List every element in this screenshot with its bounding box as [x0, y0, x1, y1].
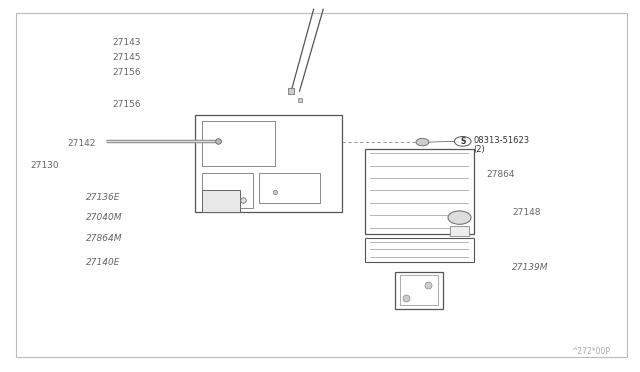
- Circle shape: [448, 211, 471, 224]
- Text: 27864: 27864: [486, 170, 515, 179]
- Bar: [202, 190, 240, 212]
- Text: 27145: 27145: [112, 53, 141, 62]
- Bar: [450, 226, 469, 236]
- Text: 27148: 27148: [512, 208, 541, 217]
- Bar: [400, 275, 438, 305]
- Text: 27040M: 27040M: [86, 213, 123, 222]
- Text: 27143: 27143: [112, 38, 141, 47]
- Text: 27136E: 27136E: [86, 193, 121, 202]
- Text: 27864M: 27864M: [86, 234, 123, 243]
- Circle shape: [416, 138, 429, 146]
- Bar: [395, 272, 443, 309]
- Text: 27140E: 27140E: [86, 258, 121, 267]
- Bar: [365, 238, 474, 262]
- Text: 27130: 27130: [31, 161, 60, 170]
- Text: 27142: 27142: [67, 139, 95, 148]
- Bar: [202, 121, 275, 166]
- Text: 08313-51623: 08313-51623: [474, 136, 530, 145]
- Bar: [259, 173, 320, 203]
- Bar: [195, 115, 342, 212]
- Text: 27156: 27156: [112, 68, 141, 77]
- Text: 27139M: 27139M: [512, 263, 548, 272]
- Text: 27156: 27156: [112, 100, 141, 109]
- Text: ^272*00P.: ^272*00P.: [571, 347, 611, 356]
- Bar: [365, 149, 474, 234]
- Bar: [202, 173, 253, 208]
- Text: S: S: [460, 137, 465, 146]
- Text: (2): (2): [474, 145, 485, 154]
